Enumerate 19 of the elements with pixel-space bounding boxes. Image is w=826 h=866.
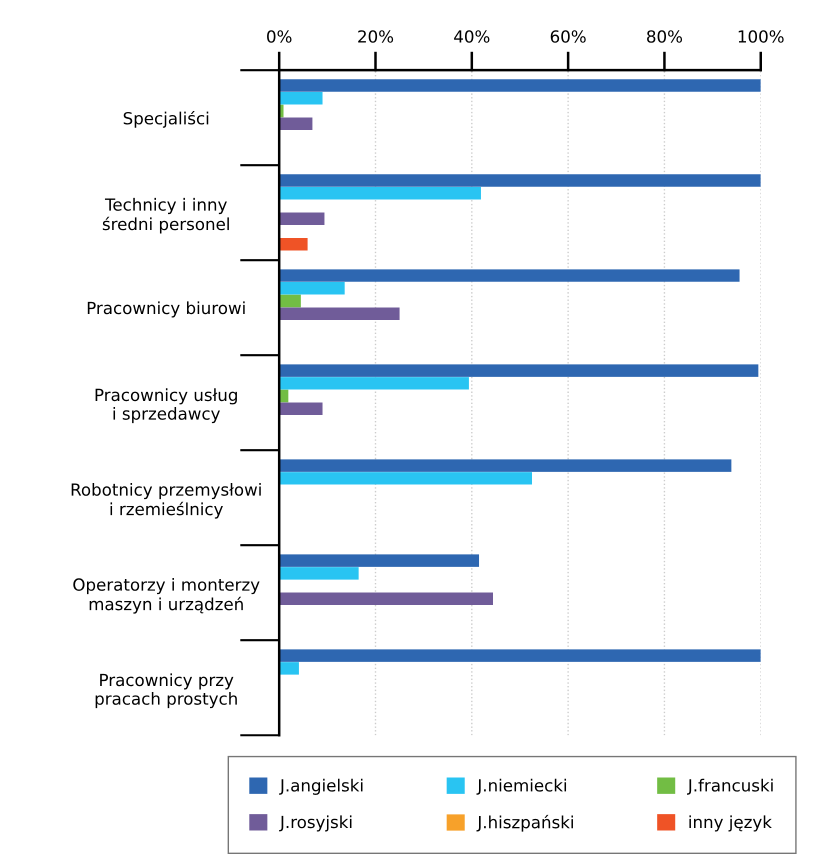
legend-label: J.rosyjski (279, 815, 352, 832)
x-tick-label: 80% (647, 30, 682, 43)
legend-label: inny język (689, 815, 772, 832)
y-tick-label: Pracownicy usług i sprzedawcy (96, 388, 237, 424)
y-tick-label: Pracownicy biurowi (88, 301, 245, 318)
y-tick-label: Operatorzy i monterzy maszyn i urządzeń (73, 578, 260, 614)
legend-label: J.hiszpański (476, 814, 573, 832)
x-tick-label: 0% (267, 30, 292, 43)
y-tick-label: Pracownicy przy pracach prostych (96, 673, 237, 708)
x-tick-label: 60% (550, 30, 586, 43)
y-tick-label: Specjaliści (124, 110, 208, 128)
legend-label: J.francuski (686, 778, 773, 795)
y-tick-label: Robotnicy przemysłowi i rzemieślnicy (72, 482, 261, 519)
x-tick-label: 40% (454, 30, 490, 43)
x-tick-label: 20% (358, 30, 394, 43)
y-tick-label: Technicy i inny średni personel (102, 198, 229, 234)
legend-label: J.angielski (279, 778, 362, 795)
legend-label: J.niemiecki (476, 778, 566, 795)
x-tick-label: 100% (738, 30, 784, 43)
